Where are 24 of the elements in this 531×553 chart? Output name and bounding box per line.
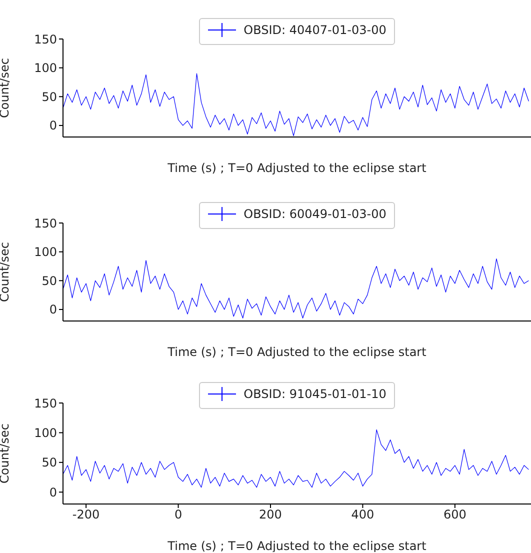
y-tick-label: 150 — [34, 396, 57, 410]
x-axis-title: Time (s) ; T=0 Adjusted to the eclipse start — [166, 161, 427, 175]
legend-label: OBSID: 60049-01-03-00 — [244, 207, 386, 221]
line-series — [63, 429, 529, 488]
y-tick-label: 50 — [42, 274, 57, 288]
line-series — [63, 258, 529, 318]
x-tick-label: 200 — [259, 508, 282, 522]
y-tick-label: 0 — [49, 118, 57, 133]
x-axis-title: Time (s) ; T=0 Adjusted to the eclipse start — [166, 345, 427, 359]
y-tick-label: 50 — [42, 456, 57, 470]
y-tick-label: 100 — [34, 61, 57, 76]
x-tick-label: 600 — [443, 508, 466, 522]
legend-label: OBSID: 40407-01-03-00 — [244, 23, 386, 37]
y-tick-label: 100 — [34, 426, 57, 440]
y-tick-label: 100 — [34, 245, 57, 260]
y-tick-label: 0 — [49, 302, 57, 317]
y-tick-label: 0 — [49, 485, 57, 500]
y-tick-label: 150 — [34, 216, 57, 230]
y-tick-label: 50 — [42, 90, 57, 104]
x-tick-label: 0 — [174, 508, 182, 522]
legend-label: OBSID: 91045-01-01-10 — [244, 387, 386, 401]
x-tick-label: 400 — [351, 508, 374, 522]
x-tick-label: -200 — [72, 508, 100, 522]
y-tick-label: 150 — [34, 32, 57, 46]
